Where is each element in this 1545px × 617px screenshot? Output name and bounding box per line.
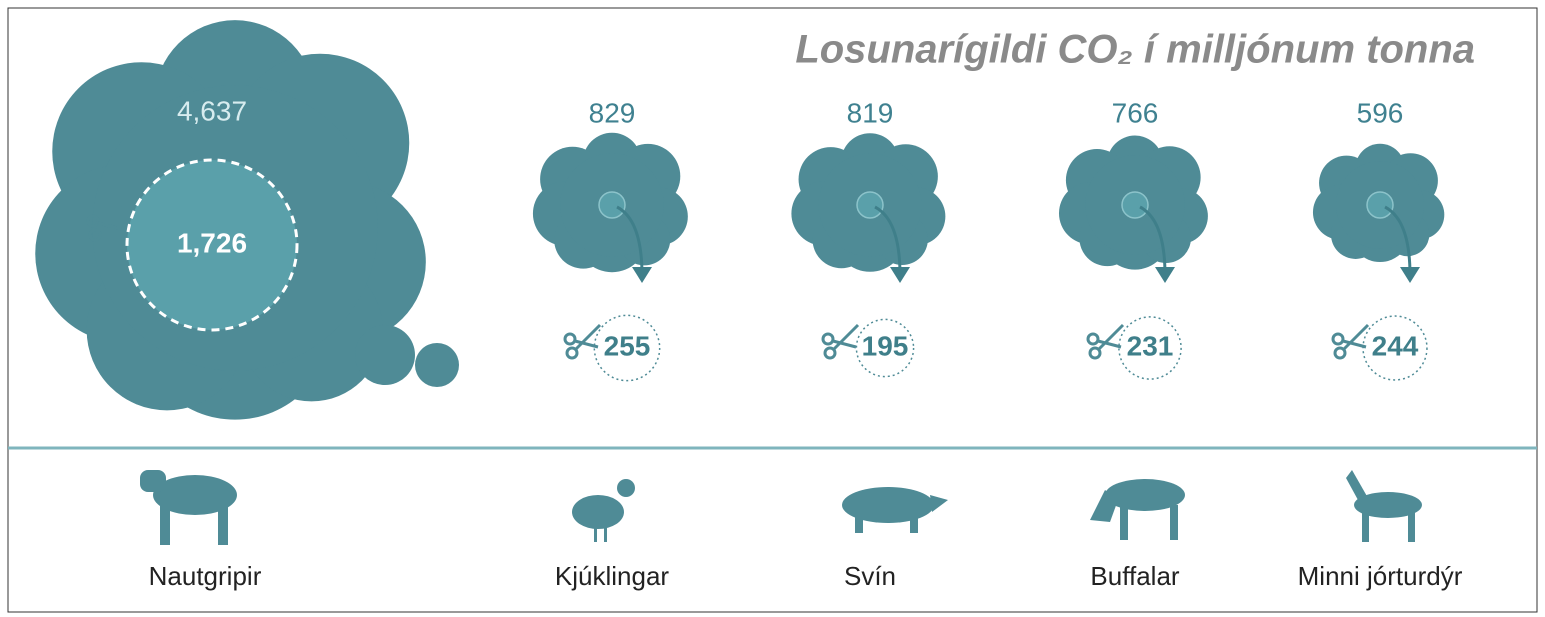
chart: Losunarígildi CO₂ í milljónum tonna Naut…: [0, 0, 1545, 617]
reduction-label: 231: [1127, 330, 1174, 361]
reduction-label: 255: [604, 330, 651, 361]
cloud-core: [857, 192, 883, 218]
cloud-core: [599, 192, 625, 218]
reduction-label: 244: [1372, 330, 1419, 361]
total-label: 596: [1357, 97, 1404, 128]
reduction-label: 195: [862, 330, 909, 361]
category-label: Minni jórturdýr: [1298, 561, 1463, 591]
total-label: 819: [847, 97, 894, 128]
category-label: Buffalar: [1090, 561, 1179, 591]
cloud-core: [1122, 192, 1148, 218]
chart-title: Losunarígildi CO₂ í milljónum tonna: [795, 28, 1475, 72]
total-label: 829: [589, 97, 636, 128]
total-label: 766: [1112, 97, 1159, 128]
category-label: Nautgripir: [149, 561, 262, 591]
category-label: Kjúklingar: [555, 561, 670, 591]
cloud-core: [1367, 192, 1393, 218]
category-label: Svín: [844, 561, 896, 591]
total-label: 4,637: [177, 95, 247, 126]
cloud-puff: [355, 325, 415, 385]
page: Losunarígildi CO₂ í milljónum tonna Naut…: [0, 0, 1545, 617]
reduction-label: 1,726: [177, 227, 247, 258]
cloud-puff: [415, 343, 459, 387]
